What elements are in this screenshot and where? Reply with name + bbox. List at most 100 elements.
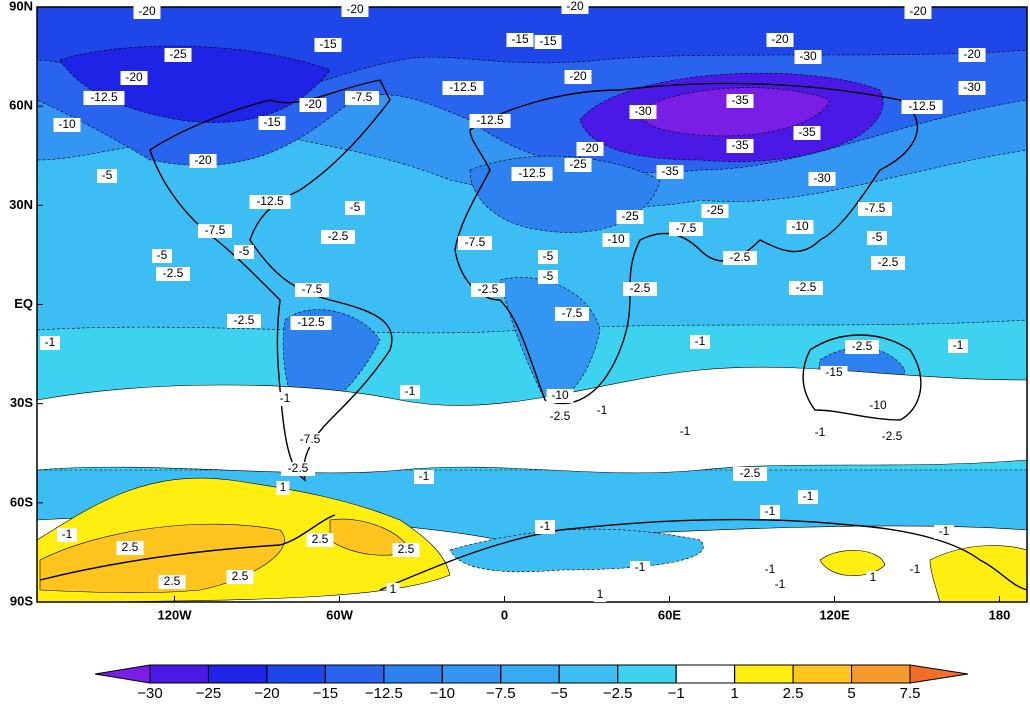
contour-label: -2.5 (882, 429, 903, 443)
contour-label-box (156, 267, 190, 281)
colorbar-box (558, 664, 619, 684)
contour-label-box (904, 5, 932, 19)
colorbar-box (734, 664, 794, 684)
contour-label-box (656, 165, 684, 179)
contour-label: -5 (872, 230, 883, 244)
contour-label-box (794, 50, 822, 64)
contour-label-box (723, 251, 757, 265)
contour-label: -35 (731, 138, 749, 152)
colorbar-label: −2.5 (603, 685, 633, 702)
colorbar-label: 7.5 (900, 685, 921, 702)
contour-label: -1 (680, 424, 691, 438)
contour-label: -20 (346, 2, 364, 16)
contour-label-box (766, 33, 794, 47)
contour-label: -25 (706, 203, 724, 217)
colorbar-label: −10 (430, 685, 455, 702)
contour-label: -1 (405, 384, 416, 398)
x-tick-label: 120E (819, 607, 850, 622)
contour-label: -1 (953, 338, 964, 352)
contour-label: -2.5 (163, 266, 184, 280)
contour-label: -1 (280, 391, 291, 405)
contour-label: -5 (543, 249, 554, 263)
colorbar-label: 1 (730, 685, 738, 702)
contour-label-box (871, 256, 905, 270)
contour-label-box (866, 571, 880, 585)
colorbar-arrow (94, 664, 151, 684)
contour-label-box (858, 202, 892, 216)
colorbar-box (149, 664, 209, 684)
contour-label: -35 (661, 164, 679, 178)
colorbar-label: −12.5 (365, 685, 403, 702)
contour-label: -1 (419, 469, 430, 483)
contour-label: -10 (791, 219, 809, 233)
contour-label-box (820, 366, 848, 380)
contour-label-box (616, 210, 644, 224)
contour-label-box (341, 3, 369, 17)
contour-label-box (602, 233, 630, 247)
colorbar-label: −15 (313, 685, 338, 702)
colorbar-box (441, 664, 502, 684)
contour-label-box (534, 35, 562, 49)
contour-label-box (226, 570, 254, 584)
contour-label-box (810, 426, 830, 440)
contour-label: 1 (870, 570, 877, 584)
contour-label-box (675, 425, 695, 439)
contour-label: -2.5 (852, 339, 873, 353)
contour-label: -30 (634, 104, 652, 118)
contour-label-box (760, 563, 780, 577)
contour-label: -10 (551, 388, 569, 402)
contour-label: 2.5 (312, 532, 329, 546)
colorbar-label: −25 (196, 685, 221, 702)
contour-label: -2.5 (796, 280, 817, 294)
contour-label: -20 (963, 47, 981, 61)
contour-label: -5 (239, 244, 250, 258)
contour-label: -15 (263, 115, 281, 129)
contour-label: -7.5 (205, 223, 226, 237)
contour-label-box (53, 118, 81, 132)
contour-label: -1 (62, 527, 73, 541)
contour-label-box (561, 0, 589, 14)
contour-label: -30 (963, 80, 981, 94)
contour-label-box (442, 81, 484, 95)
y-tick-label: 90S (10, 593, 33, 608)
colorbar-box (617, 664, 677, 684)
colorbar-label: −30 (137, 685, 162, 702)
contour-label: -1 (765, 504, 776, 518)
contour-label: -5 (543, 269, 554, 283)
contour-label: -7.5 (562, 306, 583, 320)
contour-label-box (733, 467, 767, 481)
contour-label: -7.5 (352, 90, 373, 104)
contour-label: -1 (540, 519, 551, 533)
contour-label-box (281, 462, 315, 476)
contour-label: -5 (102, 168, 113, 182)
contour-label-box (808, 172, 836, 186)
contour-label: -5 (350, 200, 361, 214)
contour-label-box (511, 167, 553, 181)
x-tick-label: 60W (326, 607, 353, 622)
contour-label-box (798, 490, 818, 504)
contour-label: 2.5 (122, 540, 139, 554)
colorbar-label: −20 (254, 685, 279, 702)
colorbar-box (500, 664, 560, 684)
contour-label-box (293, 433, 327, 447)
contour-label-box (258, 116, 286, 130)
colorbar-box (851, 664, 911, 684)
contour-label: -7.5 (302, 282, 323, 296)
contour-label: -30 (813, 171, 831, 185)
contour-label-box (120, 71, 148, 85)
contour-label: -2.5 (740, 466, 761, 480)
axes: 120W 60W 0 60E 120E 180 90N 60N 30N EQ 30S 60S 90S (9, 0, 1010, 622)
contour-label: -20 (771, 32, 789, 46)
colorbar-box (324, 664, 385, 684)
contour-labels: -20 -20 -20 -20-25-15 -15 -15 -20-30 -20-20-12.… (40, 0, 986, 602)
contour-label-box (905, 563, 925, 577)
contour-label: -12.5 (476, 113, 504, 127)
contour-label-box (57, 528, 77, 542)
colorbar-label: 2.5 (783, 685, 804, 702)
contour-label: -2.5 (878, 255, 899, 269)
contour-label-box (958, 81, 986, 95)
contour-label-box (786, 220, 814, 234)
contour-label: -20 (304, 97, 322, 111)
colorbar-box (207, 664, 268, 684)
